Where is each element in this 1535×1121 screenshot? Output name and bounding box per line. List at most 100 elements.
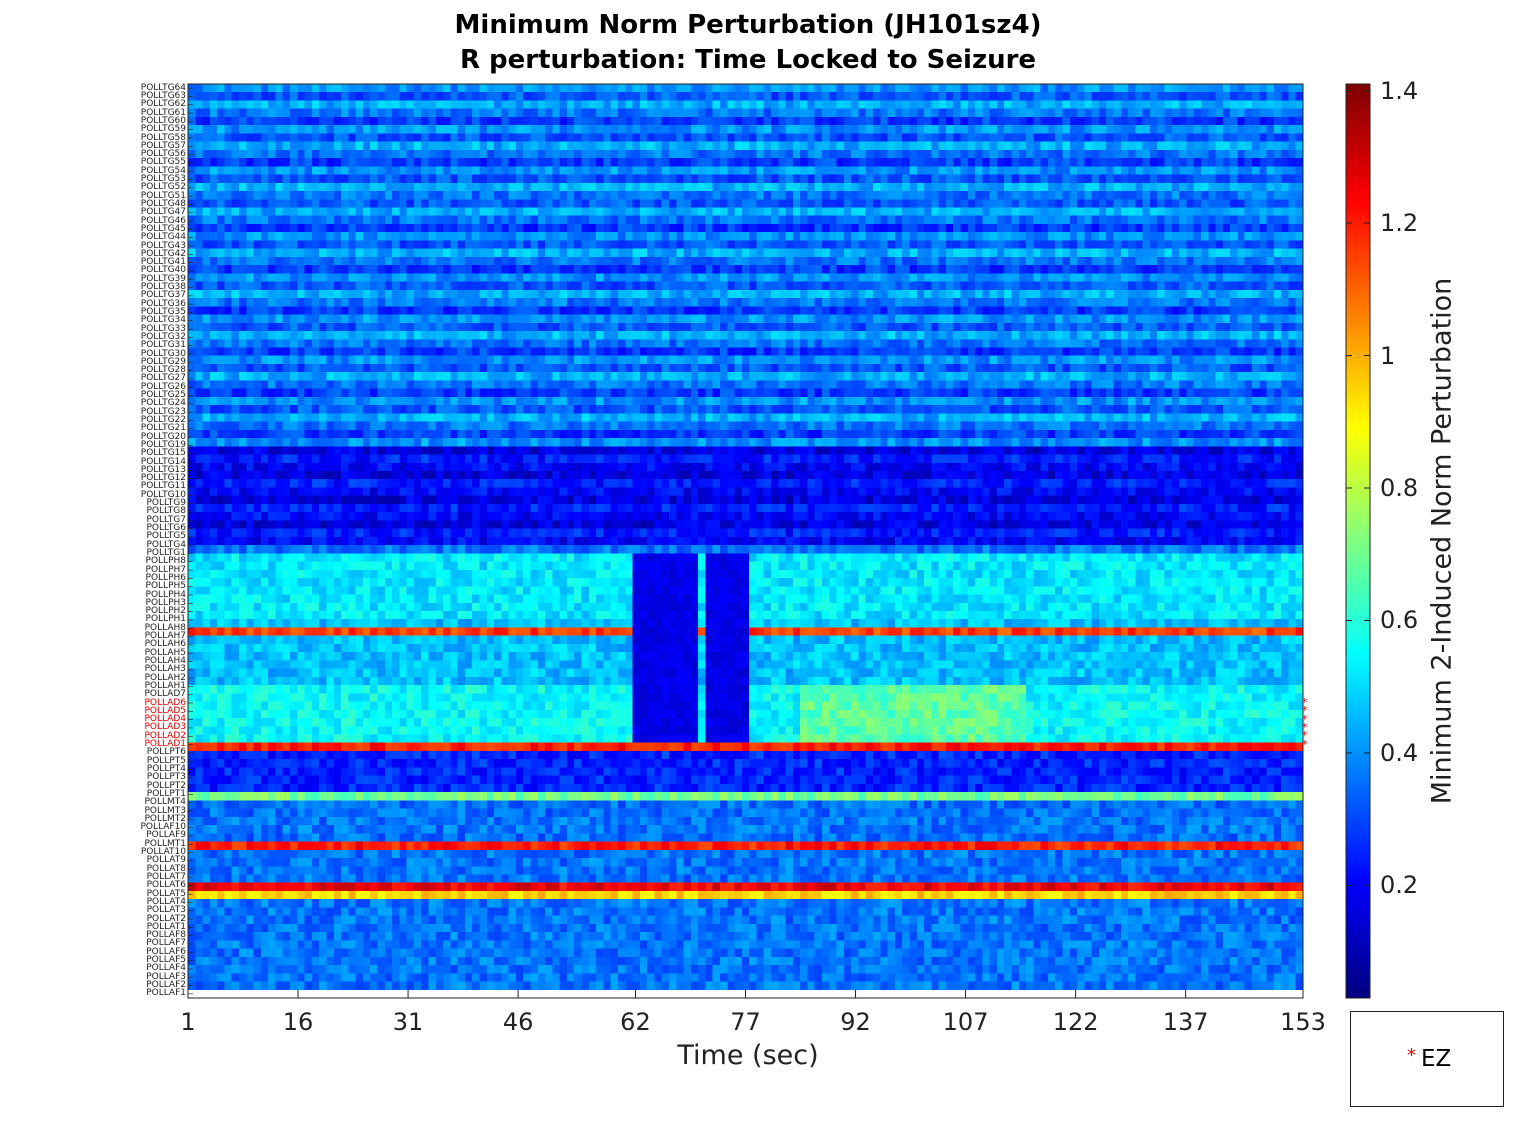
channel-label: POLLTG26	[140, 381, 186, 392]
colorbar	[1346, 84, 1370, 998]
channel-label: POLLAF5	[146, 955, 186, 966]
channel-label: POLLTG62	[140, 99, 186, 110]
channel-label: POLLTG1	[146, 547, 187, 558]
channel-label: POLLTG12	[140, 473, 186, 484]
chart-title: Minimum Norm Perturbation (JH101sz4)	[454, 10, 1042, 40]
channel-label: POLLPT1	[146, 788, 186, 799]
channel-label: POLLTG56	[140, 149, 186, 160]
channel-label: POLLAF7	[146, 938, 186, 949]
channel-label: POLLPH7	[145, 564, 186, 575]
channel-label: POLLAT10	[140, 847, 186, 858]
ez-star-icon: *	[1302, 696, 1308, 710]
channel-label: POLLAT3	[146, 905, 186, 916]
channel-label: POLLAF6	[146, 946, 186, 957]
x-tick-label: 153	[1280, 1008, 1326, 1036]
chart-subtitle: R perturbation: Time Locked to Seizure	[459, 45, 1037, 75]
x-tick-label: 107	[942, 1008, 989, 1036]
channel-label: POLLPH8	[145, 556, 186, 567]
channel-label: POLLPH5	[145, 581, 186, 592]
channel-label: POLLTG44	[140, 232, 186, 243]
channel-label: POLLPT6	[146, 747, 186, 758]
x-axis-label: Time (sec)	[677, 1040, 819, 1071]
channel-label: POLLTG47	[140, 207, 186, 218]
channel-label: POLLPH3	[145, 597, 186, 608]
channel-label: POLLTG61	[140, 107, 186, 118]
channel-label: POLLTG59	[140, 124, 186, 135]
x-tick-label: 92	[840, 1008, 871, 1036]
channel-label: POLLAT5	[146, 888, 186, 899]
channel-label: POLLAF10	[140, 822, 186, 833]
ez-star-icon: *	[1302, 720, 1308, 734]
channel-label: POLLTG14	[140, 456, 186, 467]
channel-label: POLLTG4	[146, 539, 187, 550]
channel-label: POLLAH6	[144, 639, 186, 650]
channel-label: POLLTG53	[140, 174, 186, 185]
channel-label: POLLPT4	[146, 764, 186, 774]
channel-label: POLLAD2	[144, 730, 186, 741]
ez-star-icon: *	[1302, 737, 1308, 751]
channel-label: POLLTG57	[140, 140, 186, 151]
x-tick-label: 1	[180, 1008, 196, 1036]
channel-label: POLLTG5	[146, 531, 187, 542]
channel-label: POLLTG43	[140, 240, 186, 251]
x-tick-label: 46	[502, 1008, 534, 1036]
legend-marker-icon: *	[1407, 1045, 1416, 1066]
channel-label: POLLTG25	[140, 390, 186, 401]
channel-label: POLLPH1	[145, 614, 186, 625]
heatmap	[188, 84, 1303, 998]
channel-label: POLLTG20	[140, 431, 186, 442]
channel-label: POLLMT2	[144, 813, 186, 824]
ez-star-icon: *	[1302, 712, 1308, 726]
channel-label: POLLTG48	[140, 198, 186, 209]
channel-label: POLLTG6	[146, 523, 187, 534]
channel-label: POLLTG11	[140, 481, 186, 492]
channel-label: POLLAH1	[144, 680, 186, 691]
channel-label: POLLTG19	[140, 439, 186, 450]
channel-label: POLLTG35	[140, 307, 186, 317]
channel-label: POLLAH3	[144, 664, 186, 675]
channel-label: POLLTG38	[140, 282, 186, 293]
channel-label: POLLTG10	[140, 489, 186, 500]
channel-label: POLLTG7	[146, 514, 187, 525]
channel-label: POLLTG22	[140, 415, 186, 426]
channel-label: POLLTG64	[140, 82, 186, 93]
channel-label: POLLPH2	[145, 606, 186, 617]
channel-label: POLLAF1	[146, 988, 186, 999]
channel-label: POLLAH2	[144, 672, 186, 683]
channel-label: POLLMT3	[144, 805, 186, 816]
channel-label: POLLPT3	[146, 772, 186, 783]
x-tick-label: 122	[1052, 1008, 1099, 1036]
colorbar-label: Minimum 2-Induced Norm Perturbation	[1426, 277, 1458, 805]
channel-label: POLLPT2	[146, 780, 186, 791]
channel-label: POLLTG34	[140, 315, 186, 326]
channel-label: POLLAD1	[144, 739, 186, 750]
colorbar-tick-label: 0.2	[1380, 871, 1419, 900]
channel-label: POLLPH4	[145, 589, 186, 600]
channel-label: POLLAH5	[144, 647, 186, 658]
channel-label: POLLTG30	[140, 348, 186, 359]
channel-label: POLLTG32	[140, 331, 186, 342]
channel-label: POLLAD5	[144, 705, 186, 716]
legend-label: EZ	[1421, 1046, 1452, 1072]
channel-label: POLLPH6	[145, 572, 186, 583]
channel-label: POLLTG31	[140, 340, 186, 351]
channel-label: POLLTG13	[140, 464, 186, 475]
channel-label: POLLTG51	[140, 190, 186, 201]
channel-label: POLLAD4	[144, 714, 186, 725]
colorbar-tick-label: 1	[1380, 341, 1396, 370]
channel-label: POLLAF4	[146, 963, 186, 974]
channel-label: POLLTG58	[140, 132, 186, 143]
legend: * EZ	[1350, 1011, 1504, 1107]
channel-label: POLLTG60	[140, 115, 186, 126]
channel-label: POLLTG9	[146, 498, 187, 509]
channel-label: POLLTG15	[140, 448, 186, 459]
channel-label: POLLTG24	[140, 398, 186, 409]
channel-label: POLLTG46	[140, 215, 186, 226]
channel-label: POLLAT4	[146, 896, 186, 907]
channel-label: POLLTG42	[140, 248, 186, 259]
channel-label: POLLTG45	[140, 223, 186, 234]
channel-label: POLLAD6	[144, 697, 186, 708]
x-tick-label: 31	[392, 1008, 424, 1036]
channel-label: POLLTG36	[140, 298, 186, 309]
